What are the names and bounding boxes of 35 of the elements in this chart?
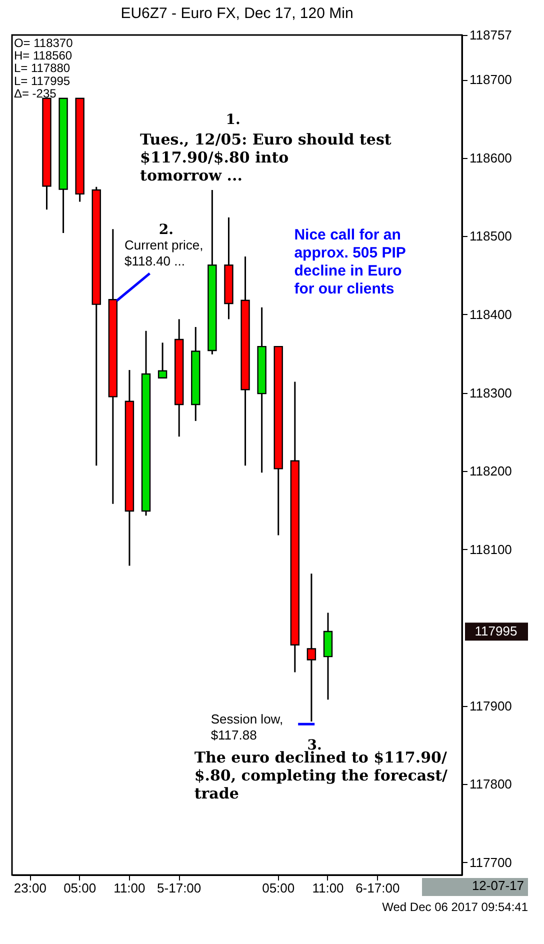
annotation: 2. xyxy=(158,222,174,238)
x-tick-label: 05:00 xyxy=(64,880,96,896)
y-tick-label: 118100 xyxy=(470,542,512,557)
annotation: Nice call for an approx. 505 PIP decline in Euro for our clients xyxy=(294,226,406,298)
text: 117995 xyxy=(474,624,518,639)
x-tick-label: 11:00 xyxy=(312,880,344,896)
chart-title: EU6Z7 - Euro FX, Dec 17, 120 Min xyxy=(120,5,354,22)
annotation: Δ= -235 xyxy=(14,86,57,101)
x-tick-label: 5-17:00 xyxy=(157,880,202,896)
x-tick-label: 05:00 xyxy=(262,880,295,896)
candlestick xyxy=(306,572,316,722)
x-tick-label: 6-17:00 xyxy=(356,880,400,896)
y-tick-label: 118200 xyxy=(470,464,512,479)
annotation: L= 117995 xyxy=(14,74,70,88)
annotation: Current price, $118.40 ... xyxy=(124,237,204,268)
text: 12-07-17 xyxy=(472,878,524,893)
candlestick xyxy=(158,342,168,379)
y-tick-label: 118600 xyxy=(470,150,512,166)
y-tick-label: 117800 xyxy=(470,776,512,792)
annotation: O= 118370 xyxy=(14,36,74,50)
y-tick-label: 118400 xyxy=(470,306,512,322)
y-tick-label: 117900 xyxy=(470,698,512,714)
y-tick-label: 118500 xyxy=(470,228,512,244)
text: Wed Dec 06 2017 09:54:41 xyxy=(382,900,528,914)
y-tick-label: 118300 xyxy=(470,385,512,400)
x-tick-label: 23:00 xyxy=(14,880,46,896)
annotation: 1. xyxy=(226,112,240,128)
annotation: Tues., 12/05: Euro should test $117.90/$.80 into tomorrow ... xyxy=(140,130,392,184)
x-tick-label: 11:00 xyxy=(114,880,146,896)
y-tick-label: 118757 xyxy=(470,28,512,42)
annotation: L= 117880 xyxy=(14,61,70,76)
y-tick-label: 117700 xyxy=(470,854,512,870)
annotation: H= 118560 xyxy=(14,48,72,63)
y-tick-label: 118700 xyxy=(470,72,512,88)
annotation: Session low, $117.88 xyxy=(210,711,284,742)
